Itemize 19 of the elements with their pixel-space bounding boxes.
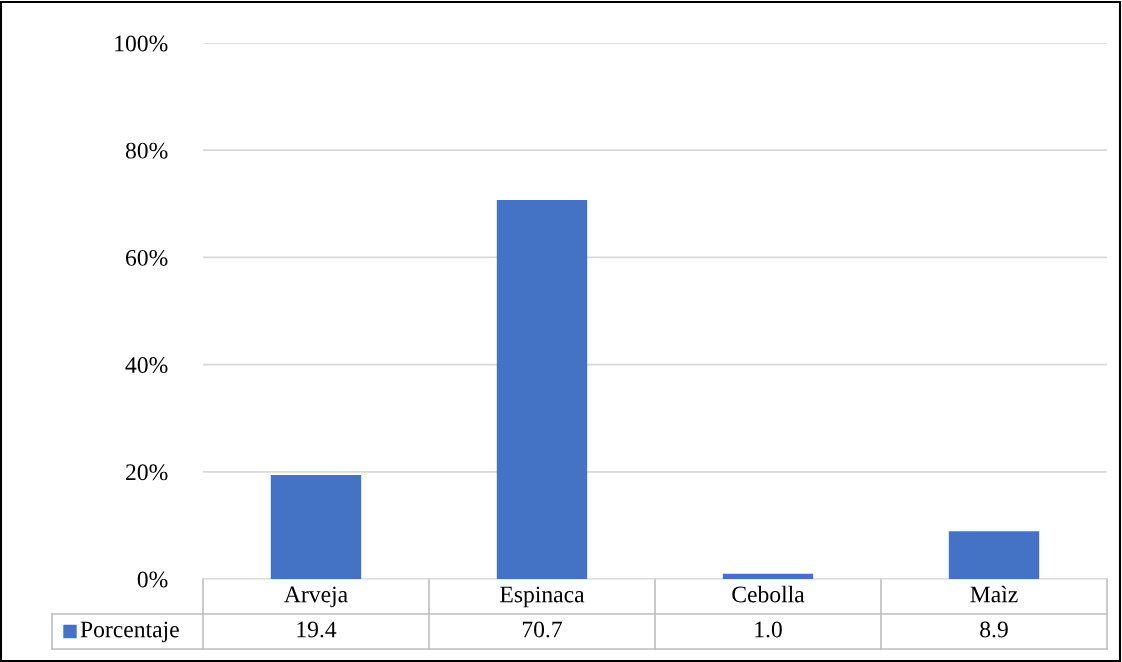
y-tick-label: 80% <box>125 142 168 159</box>
x-tick-label: Cebolla <box>732 585 805 603</box>
x-tick-label: Arveja <box>284 586 348 608</box>
bar <box>270 475 362 579</box>
y-tick-label: 40% <box>125 357 168 374</box>
y-tick-label: 0% <box>137 571 168 588</box>
data-label: 70.7 <box>522 621 562 638</box>
data-label: 1.0 <box>755 621 782 638</box>
x-tick-label: Maìz <box>970 585 1018 603</box>
legend-label: Porcentaje <box>80 621 179 643</box>
bar <box>948 531 1040 579</box>
y-tick-label: 100% <box>115 35 168 52</box>
y-tick-label: 60% <box>126 249 168 266</box>
bar <box>496 200 588 579</box>
y-tick-label: 20% <box>126 464 168 481</box>
data-label: 19.4 <box>297 621 337 638</box>
bar <box>722 573 814 579</box>
data-label: 8.9 <box>980 621 1008 638</box>
x-tick-label: Espinaca <box>500 586 585 608</box>
